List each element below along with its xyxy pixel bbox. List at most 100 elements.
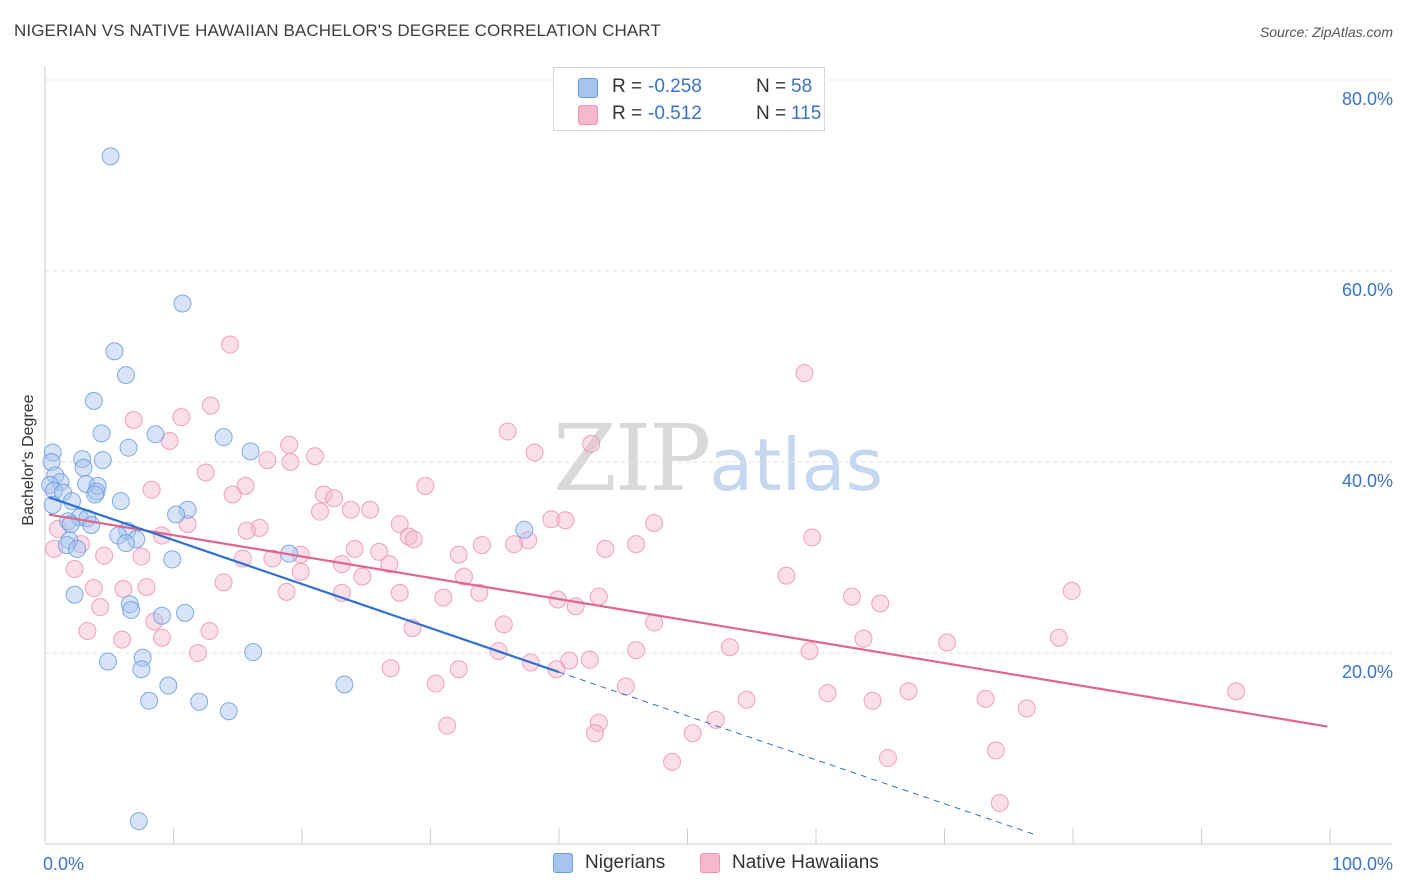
nigerian-point bbox=[335, 675, 354, 694]
native-hawaiian-point bbox=[341, 500, 360, 519]
nigerian-point bbox=[190, 692, 209, 711]
native-hawaiian-point bbox=[1227, 682, 1246, 701]
native-hawaiian-point bbox=[863, 691, 882, 710]
native-hawaiian-point bbox=[449, 660, 468, 679]
native-hawaiian-point bbox=[1017, 699, 1036, 718]
native-hawaiian-point bbox=[91, 598, 110, 617]
nigerian-point bbox=[77, 474, 96, 493]
native-hawaiian-point bbox=[114, 580, 133, 599]
nigerian-point bbox=[132, 660, 151, 679]
nigerian-point bbox=[74, 458, 93, 477]
nigerian-point bbox=[119, 438, 138, 457]
native-hawaiian-point bbox=[878, 749, 897, 768]
gridlines bbox=[45, 79, 1392, 654]
bottom-legend-swatch-nigerians bbox=[553, 853, 573, 873]
native-hawaiian-point bbox=[152, 628, 171, 647]
native-hawaiian-point bbox=[380, 555, 399, 574]
nigerian-point bbox=[159, 676, 178, 695]
native-hawaiian-point bbox=[800, 642, 819, 661]
native-hawaiian-point bbox=[1049, 628, 1068, 647]
nigerian-point bbox=[86, 485, 105, 504]
nigerian-point bbox=[219, 702, 238, 721]
legend-r-label: R = bbox=[612, 76, 643, 97]
native-hawaiian-point bbox=[263, 549, 282, 568]
native-hawaiian-point bbox=[986, 741, 1005, 760]
native-hawaiian-point bbox=[426, 674, 445, 693]
nigerian-point bbox=[173, 294, 192, 313]
native-hawaiian-point bbox=[663, 752, 682, 771]
nigerian-point bbox=[122, 601, 141, 620]
nigerian-point bbox=[163, 550, 182, 569]
native-hawaiian-point bbox=[737, 690, 756, 709]
legend-r-value: -0.258 bbox=[648, 76, 702, 97]
native-hawaiian-point bbox=[416, 476, 435, 495]
watermark: ZIPatlas bbox=[553, 405, 883, 512]
nigerian-point bbox=[146, 425, 165, 444]
native-hawaiian-point bbox=[706, 710, 725, 729]
native-hawaiian-point bbox=[454, 567, 473, 586]
nigerian-point bbox=[116, 534, 135, 553]
native-hawaiian-point bbox=[720, 638, 739, 657]
native-hawaiian-point bbox=[434, 588, 453, 607]
native-hawaiian-point bbox=[803, 528, 822, 547]
native-hawaiian-point bbox=[370, 542, 389, 561]
nigerian-point bbox=[241, 442, 260, 461]
native-hawaiian-point bbox=[589, 587, 608, 606]
native-hawaiian-point bbox=[627, 641, 646, 660]
nigerian-point bbox=[167, 505, 186, 524]
trend-lines bbox=[48, 496, 1328, 835]
native-hawaiian-point bbox=[777, 566, 796, 585]
nigerian-point bbox=[127, 530, 146, 549]
native-hawaiian-point bbox=[470, 583, 489, 602]
native-hawaiian-point bbox=[258, 451, 277, 470]
nigerian-point bbox=[57, 536, 76, 555]
native-hawaiian-point bbox=[438, 716, 457, 735]
native-hawaiian-point bbox=[345, 539, 364, 558]
legend-r-label: R = bbox=[612, 103, 643, 124]
native-hawaiian-point bbox=[1062, 581, 1081, 600]
native-hawaiian-point bbox=[404, 530, 423, 549]
nigerian-point bbox=[68, 539, 87, 558]
bottom-legend-label: Native Hawaiians bbox=[732, 852, 879, 873]
native-hawaiian-point bbox=[399, 527, 418, 546]
chart-title: NIGERIAN VS NATIVE HAWAIIAN BACHELOR'S D… bbox=[14, 21, 661, 40]
y-tick-label: 20.0% bbox=[1342, 662, 1393, 682]
native-hawaiian-point bbox=[237, 521, 256, 540]
legend-r-value: -0.512 bbox=[648, 103, 702, 124]
x-tick-label-max: 100.0% bbox=[1332, 854, 1393, 874]
y-tick-label: 80.0% bbox=[1342, 89, 1393, 109]
native-hawaiian-point bbox=[305, 447, 324, 466]
nigerian-point bbox=[116, 366, 135, 385]
native-hawaiian-point bbox=[214, 573, 233, 592]
nigerian-point bbox=[62, 492, 81, 511]
native-hawaiian-point bbox=[221, 335, 240, 354]
native-hawaiian-point bbox=[472, 536, 491, 555]
native-hawaiian-point bbox=[525, 443, 544, 462]
native-hawaiian-point bbox=[645, 514, 664, 533]
native-hawaiian-point bbox=[449, 545, 468, 564]
nigerian-point bbox=[84, 391, 103, 410]
native-hawaiian-point bbox=[976, 689, 995, 708]
native-hawaiian-point bbox=[589, 713, 608, 732]
native-hawaiian-point bbox=[842, 587, 861, 606]
source-label: Source: ZipAtlas.com bbox=[1259, 24, 1393, 40]
native-hawaiian-point bbox=[277, 582, 296, 601]
nigerian-point bbox=[82, 516, 101, 535]
bottom-legend-label: Nigerians bbox=[585, 852, 666, 873]
native-hawaiian-point bbox=[505, 535, 524, 554]
x-tick-label-min: 0.0% bbox=[43, 854, 84, 874]
y-axis-label: Bachelor's Degree bbox=[20, 394, 37, 526]
nigerian-point bbox=[42, 453, 61, 471]
legend-swatch-nigerians bbox=[578, 78, 598, 98]
nigerian-point bbox=[214, 428, 233, 447]
native-hawaiian-point bbox=[854, 629, 873, 648]
native-hawaiian-point bbox=[381, 659, 400, 678]
native-hawaiian-point bbox=[560, 651, 579, 670]
nigerian-point bbox=[111, 492, 130, 511]
native-hawaiian-point bbox=[132, 547, 151, 566]
native-hawaiian-point bbox=[84, 579, 103, 598]
tick-labels: 20.0% 40.0% 60.0% 80.0% 0.0% 100.0% bbox=[43, 89, 1393, 874]
native-hawaiian-point bbox=[124, 410, 143, 429]
native-hawaiian-point bbox=[223, 485, 242, 504]
